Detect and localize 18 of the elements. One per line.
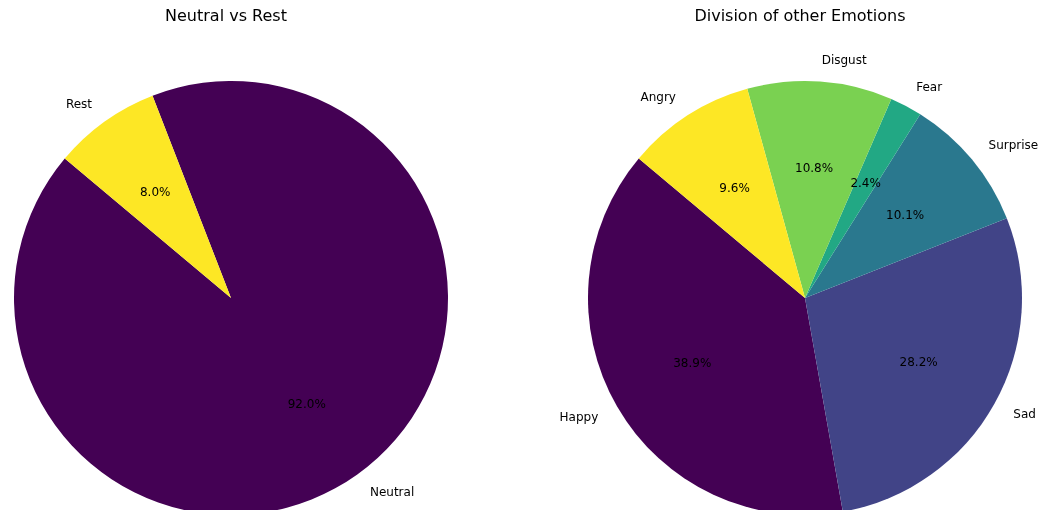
data-label: 10.1% xyxy=(886,207,925,222)
slice-label: Angry xyxy=(640,90,676,105)
slice-label: Sad xyxy=(1013,407,1036,422)
slice-label: Neutral xyxy=(369,485,415,500)
chart-title: Division of other Emotions xyxy=(693,6,907,25)
data-label: 8.0% xyxy=(139,185,171,200)
slice-label: Rest xyxy=(65,96,93,111)
slice-label: Happy xyxy=(559,410,599,425)
data-label: 9.6% xyxy=(719,181,750,196)
data-label: 38.9% xyxy=(673,356,712,371)
slice-label: Fear xyxy=(916,79,943,94)
data-label: 28.2% xyxy=(899,354,938,369)
slice-label: Disgust xyxy=(821,52,867,67)
data-label: 10.8% xyxy=(795,161,834,176)
chart-title: Neutral vs Rest xyxy=(164,6,288,25)
data-label: 2.4% xyxy=(850,175,881,190)
data-label: 92.0% xyxy=(287,396,326,411)
slice-label: Surprise xyxy=(988,138,1039,153)
